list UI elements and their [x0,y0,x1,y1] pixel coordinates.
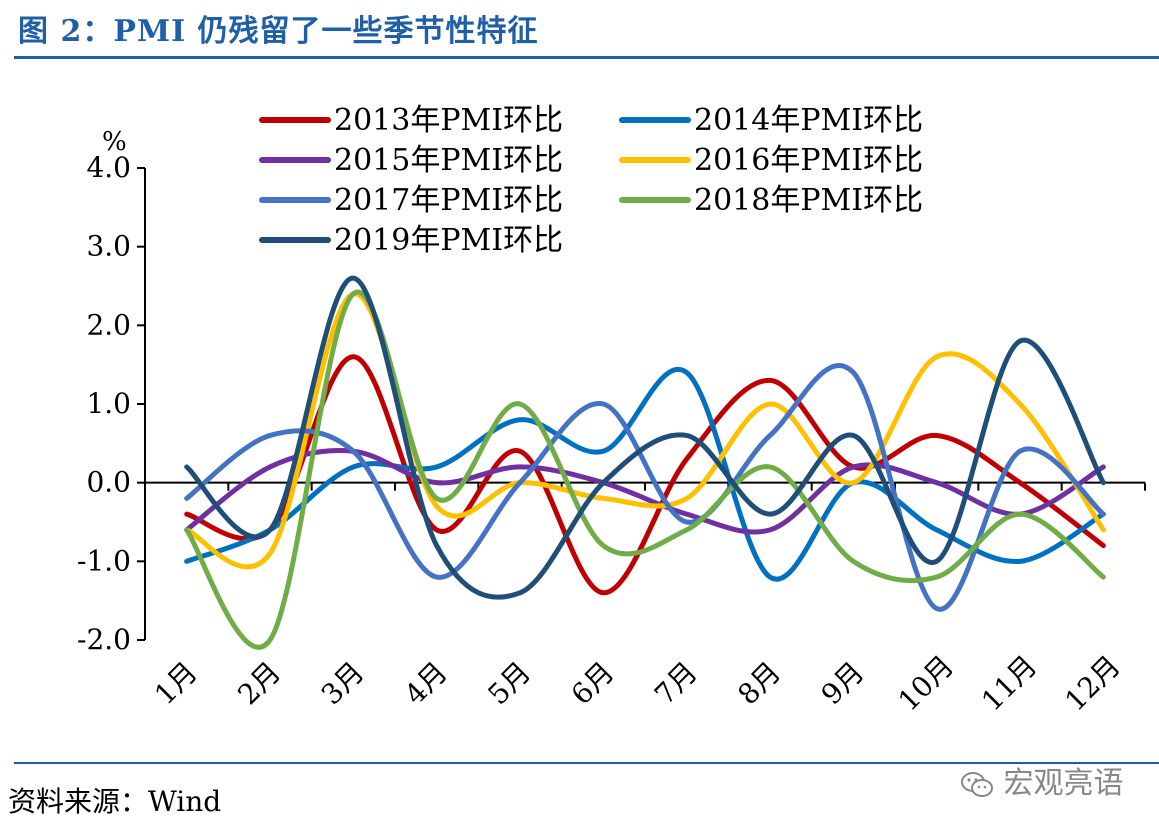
legend-label: 2018年PMI环比 [694,183,923,218]
chart-legend: 2013年PMI环比 2014年PMI环比 2015年PMI环比 2016年PMI环比… [259,103,923,258]
x-tick-label: 2月 [231,655,287,711]
figure-title: 图 2：PMI 仍残留了一些季节性特征 [18,14,539,49]
y-axis-unit: % [102,127,127,157]
y-tick-label: 4.0 [86,151,131,184]
title-rule [14,56,1159,59]
x-tick-label: 11月 [975,649,1043,717]
x-tick-label: 7月 [648,655,704,711]
series-line-1 [184,354,1106,596]
footer-rule [14,762,1159,764]
legend-label: 2015年PMI环比 [334,143,563,178]
wechat-icon [961,771,993,797]
y-tick-label: 2.0 [86,308,131,341]
legend-label: 2013年PMI环比 [334,103,563,138]
y-axis-ticks: -2.0 -1.0 0.0 1.0 2.0 3.0 4.0 [77,151,145,656]
series-line-6 [184,289,1106,650]
y-tick-label: 0.0 [86,466,131,499]
series-line-4 [184,291,1106,570]
y-tick-label: 1.0 [86,387,131,420]
y-tick-label: 3.0 [86,230,131,263]
x-tick-label: 1月 [148,655,204,711]
x-tick-label: 3月 [315,655,371,711]
legend-label: 2014年PMI环比 [694,103,923,138]
y-tick-label: -2.0 [77,623,131,656]
line-chart: -2.0 -1.0 0.0 1.0 2.0 3.0 4.0 1月 2月 3月 4月 5月 6月 7月 8月… [77,103,1146,717]
x-tick-label: 12月 [1058,649,1126,717]
x-tick-label: 8月 [731,655,787,711]
series-lines [184,275,1106,650]
series-line-2 [184,367,1106,582]
x-tick-label: 9月 [815,655,871,711]
x-tick-label: 4月 [398,655,454,711]
watermark: 宏观亮语 [960,758,1124,802]
y-tick-label: -1.0 [77,544,131,577]
legend-label: 2019年PMI环比 [334,223,563,258]
x-tick-label: 6月 [565,655,621,711]
x-tick-label: 10月 [892,649,960,717]
series-line-7 [184,275,1106,600]
legend-label: 2017年PMI环比 [334,183,563,218]
source-note: 资料来源：Wind [8,785,222,818]
series-line-3 [184,448,1106,535]
series-line-5 [184,363,1106,612]
legend-label: 2016年PMI环比 [694,143,923,178]
x-tick-label: 5月 [481,655,537,711]
watermark-text: 宏观亮语 [1003,766,1124,801]
x-axis-ticks: 1月 2月 3月 4月 5月 6月 7月 8月 9月 10月 11月 12月 [144,482,1146,717]
